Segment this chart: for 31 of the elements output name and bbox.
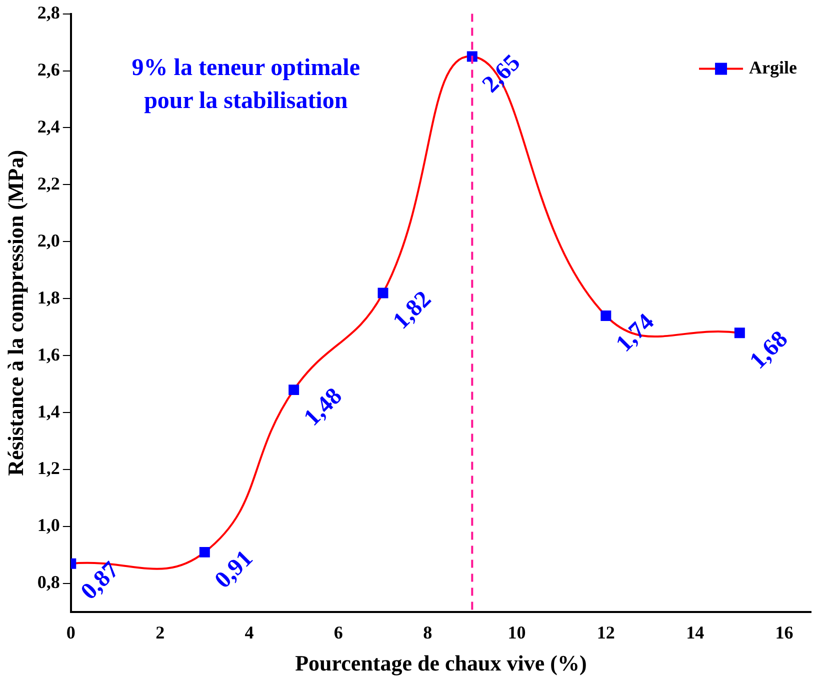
data-label: 0,91 [210,546,258,594]
x-tick-label: 10 [508,622,526,642]
x-axis-title: Pourcentage de chaux vive (%) [295,650,587,676]
x-tick-label: 16 [775,622,794,642]
data-label: 1,68 [745,326,794,374]
y-tick-label: 2,0 [37,230,60,250]
x-tick-label: 14 [686,622,704,642]
x-tick-label: 8 [423,622,432,642]
y-tick-label: 2,2 [37,173,60,194]
y-tick-label: 2,8 [37,2,60,22]
y-tick-label: 1,0 [37,515,60,536]
data-label: 2,65 [478,50,526,98]
data-label: 1,48 [299,383,348,432]
y-tick-label: 2,6 [37,59,60,80]
y-tick-label: 1,4 [37,401,60,422]
x-tick-label: 2 [156,622,165,642]
y-tick-label: 1,2 [37,458,60,478]
data-label: 1,82 [388,286,436,334]
x-tick-label: 0 [66,622,76,642]
data-label: 0,87 [76,556,124,606]
annotation: 9% la teneur optimale pour la stabilisation [132,55,360,114]
y-tick-label: 1,6 [37,344,60,364]
y-axis-title: Résistance à la compression (MPa) [2,150,28,476]
x-tick-label: 4 [244,622,254,642]
x-tick-label: 12 [596,622,615,642]
y-tick-label: 0,8 [37,572,60,592]
y-tick-label: 2,4 [37,116,60,136]
data-label: 1,74 [611,309,660,358]
x-tick-label: 6 [334,622,343,642]
y-tick-label: 1,8 [37,287,60,308]
legend-label: Argile [749,57,798,78]
